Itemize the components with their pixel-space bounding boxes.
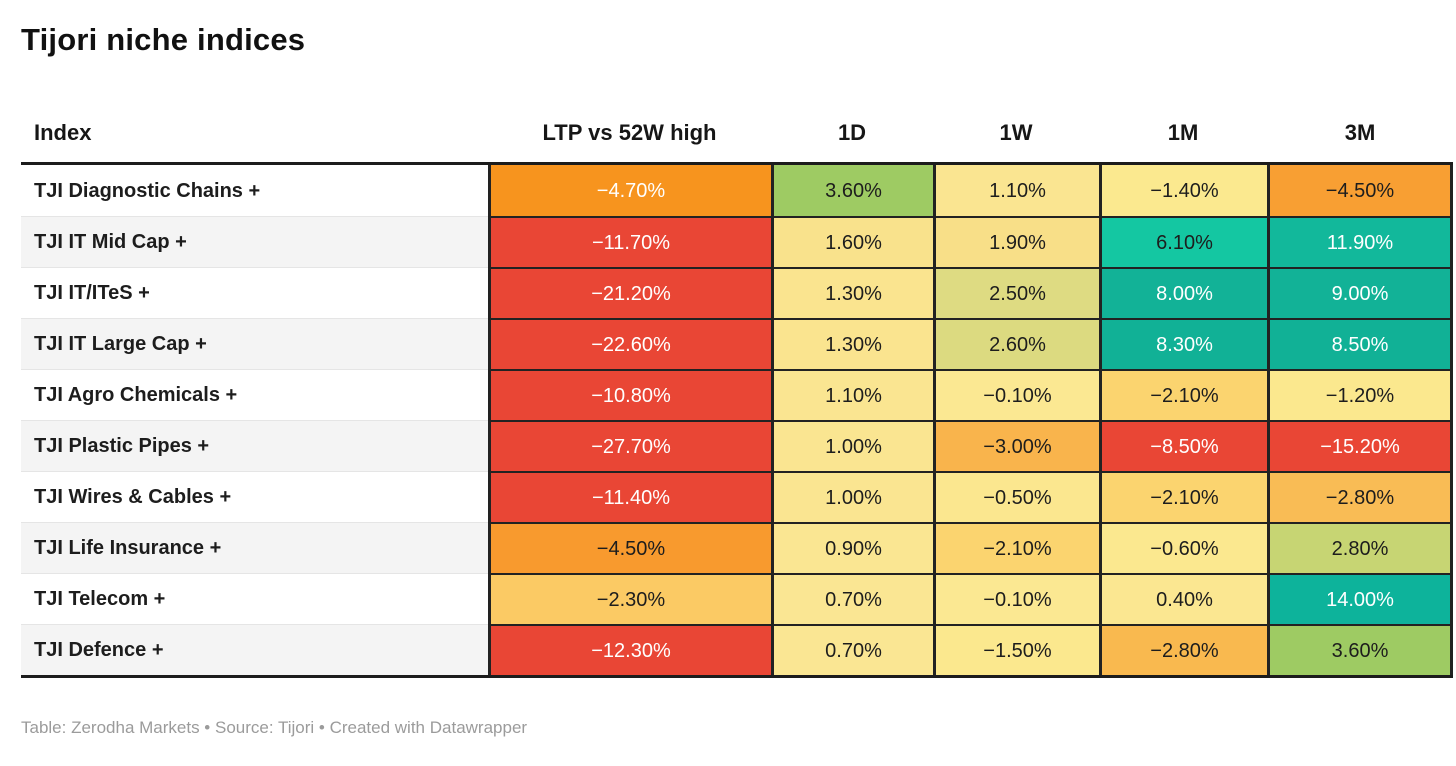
index-expand-cell[interactable]: TJI IT Mid Cap + [21,216,488,267]
value-cell-1d: 1.00% [771,420,933,471]
column-header-1d: 1D [837,120,867,145]
value-cell-1m: 8.30% [1099,318,1267,369]
value-cell-ltp: −22.60% [488,318,771,369]
value-cell-1w: −0.10% [933,573,1099,624]
value-cell-1m: −1.40% [1099,165,1267,216]
table-row: TJI Diagnostic Chains + −4.70% 3.60% 1.10% −… [21,165,1453,216]
column-header-3m: 3M [1344,120,1376,145]
value-cell-1d: 3.60% [771,165,933,216]
attribution-footer: Table: Zerodha Markets • Source: Tijori … [21,718,528,737]
value-cell-1w: −0.10% [933,369,1099,420]
value-cell-1m: 8.00% [1099,267,1267,318]
table-row: TJI IT/ITeS + −21.20% 1.30% 2.50% 8.00% 9.00% [21,267,1453,318]
value-cell-1m: 0.40% [1099,573,1267,624]
value-cell-ltp: −10.80% [488,369,771,420]
page-title: Tijori niche indices [21,22,306,57]
value-cell-ltp: −11.70% [488,216,771,267]
value-cell-1d: 1.30% [771,318,933,369]
value-cell-1w: −3.00% [933,420,1099,471]
value-cell-1d: 0.70% [771,573,933,624]
value-cell-1w: −2.10% [933,522,1099,573]
value-cell-1w: 2.60% [933,318,1099,369]
column-header-ltp-vs-52w-high: LTP vs 52W high [542,120,717,145]
table-row: TJI Defence + −12.30% 0.70% −1.50% −2.80% 3.6… [21,624,1453,675]
index-expand-cell[interactable]: TJI Life Insurance + [21,522,488,573]
index-expand-cell[interactable]: TJI Telecom + [21,573,488,624]
value-cell-1w: −1.50% [933,624,1099,675]
column-header-1m: 1M [1167,120,1199,145]
value-cell-1m: −2.10% [1099,369,1267,420]
value-cell-1w: 1.90% [933,216,1099,267]
index-expand-cell[interactable]: TJI Diagnostic Chains + [21,165,488,216]
value-cell-3m: 11.90% [1267,216,1453,267]
index-expand-cell[interactable]: TJI Defence + [21,624,488,675]
value-cell-1d: 1.00% [771,471,933,522]
table-row: TJI IT Large Cap + −22.60% 1.30% 2.60% 8.30%… [21,318,1453,369]
value-cell-1d: 1.60% [771,216,933,267]
value-cell-1d: 1.30% [771,267,933,318]
table-row: TJI Plastic Pipes + −27.70% 1.00% −3.00% −8.… [21,420,1453,471]
index-expand-cell[interactable]: TJI Plastic Pipes + [21,420,488,471]
value-cell-3m: 9.00% [1267,267,1453,318]
value-cell-ltp: −27.70% [488,420,771,471]
index-expand-cell[interactable]: TJI IT/ITeS + [21,267,488,318]
table-row: TJI Agro Chemicals + −10.80% 1.10% −0.10% −2… [21,369,1453,420]
table-body: TJI Diagnostic Chains + −4.70% 3.60% 1.10% −… [21,162,1453,678]
value-cell-ltp: −21.20% [488,267,771,318]
value-cell-ltp: −4.50% [488,522,771,573]
value-cell-1m: −8.50% [1099,420,1267,471]
page: Tijori niche indices Index LTP vs 52W hi… [21,22,1453,737]
value-cell-3m: 8.50% [1267,318,1453,369]
indices-table: Index LTP vs 52W high 1D 1W 1M 3M TJI Di… [21,120,1453,678]
value-cell-1m: −0.60% [1099,522,1267,573]
value-cell-1d: 1.10% [771,369,933,420]
value-cell-ltp: −2.30% [488,573,771,624]
value-cell-3m: −4.50% [1267,165,1453,216]
value-cell-ltp: −4.70% [488,165,771,216]
table-row: TJI Life Insurance + −4.50% 0.90% −2.10% −0.… [21,522,1453,573]
column-header-index: Index [34,120,92,145]
value-cell-3m: 2.80% [1267,522,1453,573]
value-cell-1w: −0.50% [933,471,1099,522]
value-cell-3m: 14.00% [1267,573,1453,624]
value-cell-1m: −2.10% [1099,471,1267,522]
column-header-1w: 1W [999,120,1033,145]
value-cell-ltp: −12.30% [488,624,771,675]
value-cell-3m: −15.20% [1267,420,1453,471]
index-expand-cell[interactable]: TJI Wires & Cables + [21,471,488,522]
table-row: TJI Telecom + −2.30% 0.70% −0.10% 0.40% 14.00… [21,573,1453,624]
value-cell-1w: 1.10% [933,165,1099,216]
table-header: Index LTP vs 52W high 1D 1W 1M 3M [21,120,1453,162]
value-cell-3m: −1.20% [1267,369,1453,420]
value-cell-1d: 0.90% [771,522,933,573]
value-cell-ltp: −11.40% [488,471,771,522]
value-cell-1w: 2.50% [933,267,1099,318]
value-cell-1d: 0.70% [771,624,933,675]
value-cell-3m: −2.80% [1267,471,1453,522]
index-expand-cell[interactable]: TJI Agro Chemicals + [21,369,488,420]
value-cell-1m: −2.80% [1099,624,1267,675]
value-cell-3m: 3.60% [1267,624,1453,675]
value-cell-1m: 6.10% [1099,216,1267,267]
index-expand-cell[interactable]: TJI IT Large Cap + [21,318,488,369]
table-row: TJI IT Mid Cap + −11.70% 1.60% 1.90% 6.10% 11… [21,216,1453,267]
table-row: TJI Wires & Cables + −11.40% 1.00% −0.50% −2… [21,471,1453,522]
